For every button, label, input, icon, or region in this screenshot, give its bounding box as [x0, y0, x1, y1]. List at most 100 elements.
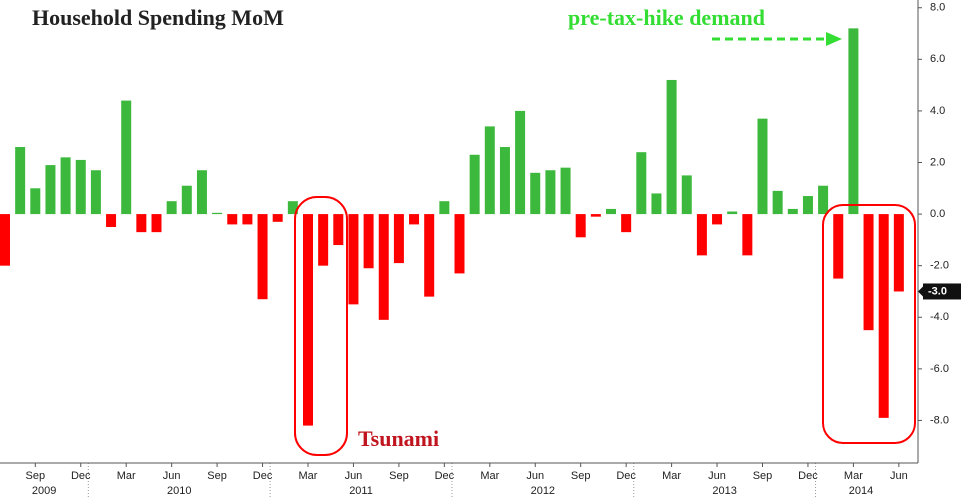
bar — [787, 208, 798, 215]
bar — [15, 147, 26, 215]
bar — [727, 211, 738, 215]
bar — [151, 214, 162, 233]
bar — [636, 152, 647, 215]
highlight — [822, 204, 916, 444]
annotation: pre-tax-hike demand — [568, 5, 765, 30]
x-tick-label: Dec — [435, 470, 455, 482]
bar — [575, 214, 586, 238]
bar — [515, 110, 526, 215]
bar — [257, 214, 268, 300]
x-tick-label: Mar — [299, 470, 318, 482]
bar — [606, 208, 616, 215]
bar — [893, 214, 904, 292]
year-label: 2010 — [167, 485, 191, 497]
year-label: 2012 — [531, 485, 555, 497]
bar — [393, 214, 404, 264]
chart-title: Household Spending MoM — [32, 5, 284, 30]
bar — [333, 214, 344, 246]
x-tick-label: Dec — [798, 470, 818, 482]
year-label: 2013 — [712, 485, 736, 497]
bar — [60, 157, 71, 215]
bar — [318, 214, 329, 266]
bar — [106, 214, 117, 227]
bar — [75, 159, 86, 215]
bar — [287, 201, 298, 215]
y-tick-label: 8.0 — [930, 2, 945, 14]
bar — [742, 214, 753, 256]
bar — [545, 170, 556, 215]
x-tick-label: Sep — [753, 470, 773, 482]
x-tick-label: Dec — [616, 470, 636, 482]
y-tick-label: -4.0 — [930, 311, 949, 323]
x-tick-label: Jun — [708, 470, 726, 482]
bar — [651, 193, 662, 215]
bar — [227, 214, 238, 225]
x-tick-label: Mar — [117, 470, 136, 482]
bar — [621, 214, 632, 233]
bar — [45, 165, 56, 215]
bar — [409, 214, 420, 225]
bar — [196, 170, 207, 215]
x-tick-label: Jun — [526, 470, 544, 482]
y-tick-label: 0.0 — [930, 208, 945, 220]
bar — [454, 214, 465, 274]
x-tick-label: Sep — [207, 470, 227, 482]
bar — [666, 79, 677, 215]
bar — [590, 214, 601, 217]
bar — [696, 214, 707, 256]
bar — [136, 214, 147, 233]
bar — [439, 201, 450, 215]
bar — [90, 170, 101, 215]
y-tick-label: -8.0 — [930, 414, 949, 426]
year-label: 2009 — [32, 485, 56, 497]
bar — [772, 190, 783, 215]
bar — [848, 28, 859, 215]
arrow-head — [826, 32, 842, 46]
bar — [681, 175, 692, 215]
y-tick-label: -6.0 — [930, 363, 949, 375]
bar — [0, 214, 10, 266]
bar — [712, 214, 723, 225]
bar — [242, 214, 253, 225]
value-label: -3.0 — [928, 285, 947, 297]
x-tick-label: Mar — [844, 470, 863, 482]
x-tick-label: Sep — [389, 470, 409, 482]
value-label-pointer — [918, 285, 924, 298]
bar — [121, 100, 132, 215]
y-tick-label: -2.0 — [930, 260, 949, 272]
y-tick-label: 6.0 — [930, 53, 945, 65]
x-tick-label: Mar — [480, 470, 499, 482]
y-tick-label: 4.0 — [930, 105, 945, 117]
bar — [560, 167, 571, 215]
bar — [303, 214, 313, 426]
x-tick-label: Dec — [71, 470, 91, 482]
bar — [878, 214, 889, 418]
bar — [802, 196, 813, 215]
value-label-box — [923, 283, 961, 300]
x-tick-label: Mar — [662, 470, 681, 482]
year-label: 2014 — [849, 485, 873, 497]
x-tick-label: Jun — [890, 470, 908, 482]
bar — [833, 214, 844, 279]
x-tick-label: Dec — [253, 470, 273, 482]
bar — [348, 214, 359, 305]
bar — [484, 126, 495, 215]
bar — [181, 185, 192, 215]
annotation: Tsunami — [358, 426, 439, 451]
bar — [469, 154, 480, 215]
bar — [863, 214, 874, 331]
bar — [757, 118, 768, 215]
x-tick-label: Jun — [163, 470, 181, 482]
bar — [818, 185, 829, 215]
x-tick-label: Sep — [571, 470, 591, 482]
highlight — [294, 196, 348, 456]
y-tick-label: 2.0 — [930, 156, 945, 168]
bar — [499, 147, 510, 215]
bar — [378, 214, 389, 320]
bar — [166, 201, 177, 215]
bar — [30, 188, 41, 215]
bar — [212, 212, 223, 215]
bar — [272, 214, 283, 222]
year-label: 2011 — [349, 485, 373, 497]
